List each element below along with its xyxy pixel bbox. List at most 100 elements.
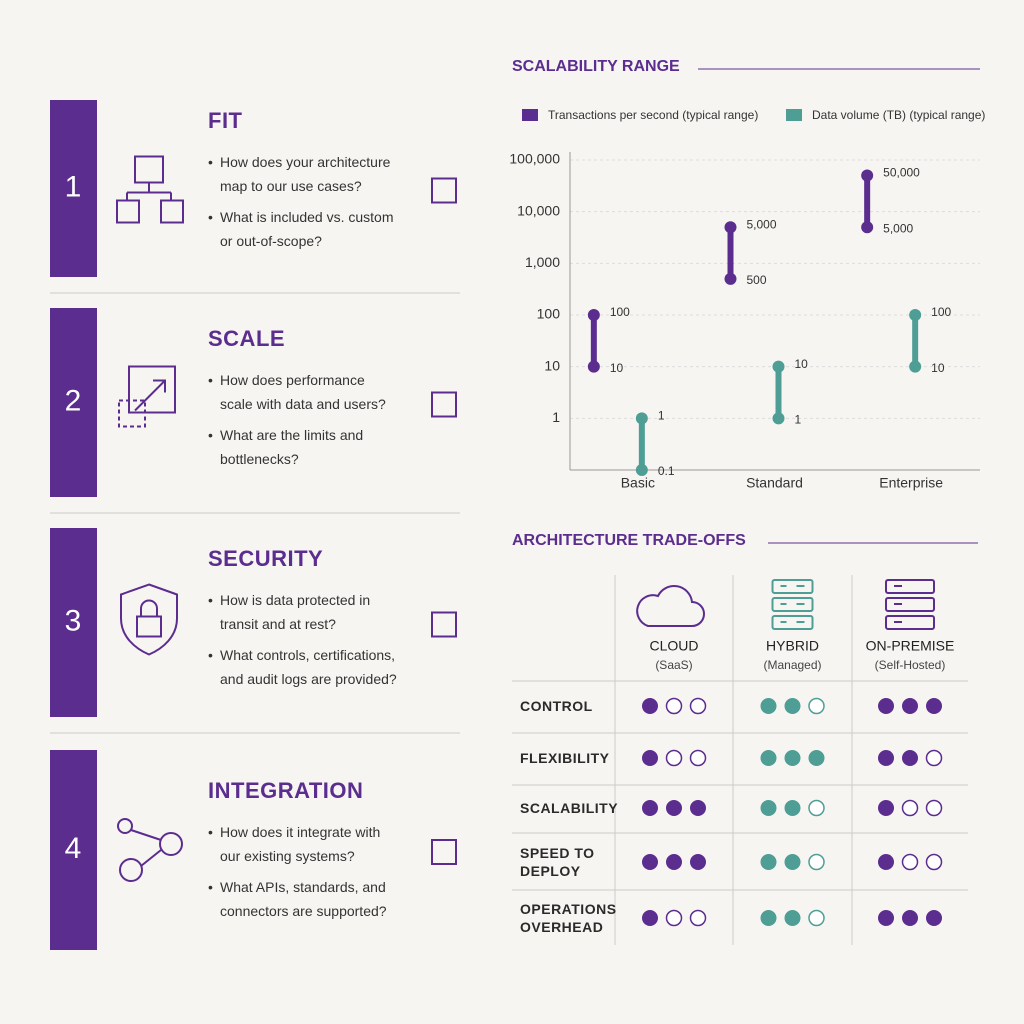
rating-dot <box>902 750 918 766</box>
value-label: 10 <box>610 361 624 375</box>
value-label: 100 <box>931 305 951 319</box>
range-end <box>635 464 648 476</box>
column-subtitle: (SaaS) <box>655 658 692 672</box>
rating-dot <box>760 750 777 766</box>
y-tick-label: 10,000 <box>517 202 560 218</box>
question: How is data protected in transit and at … <box>208 588 400 636</box>
range-end <box>772 412 785 425</box>
rating-dot <box>784 698 801 714</box>
rating-dot <box>689 749 707 767</box>
x-tick-label: Enterprise <box>879 475 943 491</box>
rating-dot <box>642 854 658 870</box>
rating-dot <box>808 697 825 715</box>
y-tick-label: 1,000 <box>525 254 560 270</box>
column-subtitle: (Managed) <box>763 658 821 672</box>
y-tick-label: 10 <box>544 357 560 373</box>
rating-dot <box>925 799 943 817</box>
rating-dot <box>925 853 943 871</box>
card-icon <box>120 583 178 656</box>
chart-title: SCALABILITY RANGE <box>512 58 680 75</box>
value-label: 5,000 <box>883 221 913 235</box>
number-bar <box>50 308 97 497</box>
rating-dot <box>926 698 942 714</box>
range-end <box>635 412 648 425</box>
card-icon <box>118 365 176 428</box>
rating-dot <box>784 750 801 766</box>
question: How does it integrate with our existing … <box>208 820 400 868</box>
card-number: 3 <box>65 604 82 637</box>
question: What is included vs. custom or out-of-sc… <box>208 205 400 253</box>
range-end <box>587 309 600 321</box>
row-label: OPERATIONS OVERHEAD <box>520 901 617 935</box>
number-bar <box>50 100 97 277</box>
range-end <box>724 221 737 234</box>
column-title: ON-PREMISE <box>866 638 955 654</box>
rating-dot <box>690 800 706 816</box>
table-title: ARCHITECTURE TRADE-OFFS <box>512 532 746 549</box>
rating-dot <box>925 749 943 767</box>
checkbox[interactable] <box>431 391 457 418</box>
checkbox[interactable] <box>431 177 457 204</box>
column-subtitle: (Self-Hosted) <box>875 658 946 672</box>
rating-dot <box>902 698 918 714</box>
rating-dot <box>784 910 801 926</box>
rating-dot <box>808 750 825 766</box>
card-number: 4 <box>65 832 82 865</box>
rating-dot <box>642 910 658 926</box>
legend-label: Transactions per second (typical range) <box>548 108 758 122</box>
rating-dot <box>689 697 707 715</box>
question: What APIs, standards, and connectors are… <box>208 875 400 923</box>
checkbox[interactable] <box>431 839 457 865</box>
value-label: 5,000 <box>747 217 777 231</box>
value-label: 10 <box>795 357 809 371</box>
rating-dot <box>878 910 894 926</box>
number-bar <box>50 750 97 950</box>
range-end <box>909 360 922 373</box>
column-icon <box>636 585 705 627</box>
range-end <box>772 360 785 373</box>
card-icon <box>116 155 184 224</box>
rating-dot <box>878 750 894 766</box>
rating-dot <box>665 749 683 767</box>
rating-dot <box>665 909 683 927</box>
question: How does performance scale with data and… <box>208 368 400 416</box>
column-title: HYBRID <box>766 638 819 654</box>
column-icon <box>771 579 814 630</box>
rating-dot <box>760 800 777 816</box>
rating-dot <box>642 800 658 816</box>
y-tick-label: 100,000 <box>509 151 560 167</box>
rating-dot <box>760 854 777 870</box>
x-tick-label: Standard <box>746 475 803 491</box>
legend-label: Data volume (TB) (typical range) <box>812 108 985 122</box>
rating-dot <box>760 910 777 926</box>
checkbox[interactable] <box>431 611 457 638</box>
row-label: SCALABILITY <box>520 800 619 816</box>
row-label: SPEED TO DEPLOY <box>520 845 595 879</box>
value-label: 500 <box>747 273 767 287</box>
card-title: SCALE <box>208 326 285 351</box>
value-label: 1 <box>795 413 802 427</box>
rating-dot <box>666 800 682 816</box>
rating-dot <box>808 799 825 817</box>
rating-dot <box>689 909 707 927</box>
value-label: 50,000 <box>883 166 920 180</box>
rating-dot <box>878 854 894 870</box>
legend-swatch <box>522 109 538 121</box>
range-end <box>861 221 874 234</box>
range-end <box>724 272 737 285</box>
card-number: 2 <box>65 384 82 417</box>
rating-dot <box>784 854 801 870</box>
rating-dot <box>878 698 894 714</box>
question: How does your architecture map to our us… <box>208 150 400 198</box>
legend-swatch <box>786 109 802 121</box>
y-tick-label: 1 <box>552 409 560 425</box>
rating-dot <box>690 854 706 870</box>
question: What controls, certifications, and audit… <box>208 643 400 691</box>
value-label: 10 <box>931 361 945 375</box>
rating-dot <box>808 853 825 871</box>
number-bar <box>50 528 97 717</box>
range-end <box>909 309 922 321</box>
rating-dot <box>901 799 919 817</box>
